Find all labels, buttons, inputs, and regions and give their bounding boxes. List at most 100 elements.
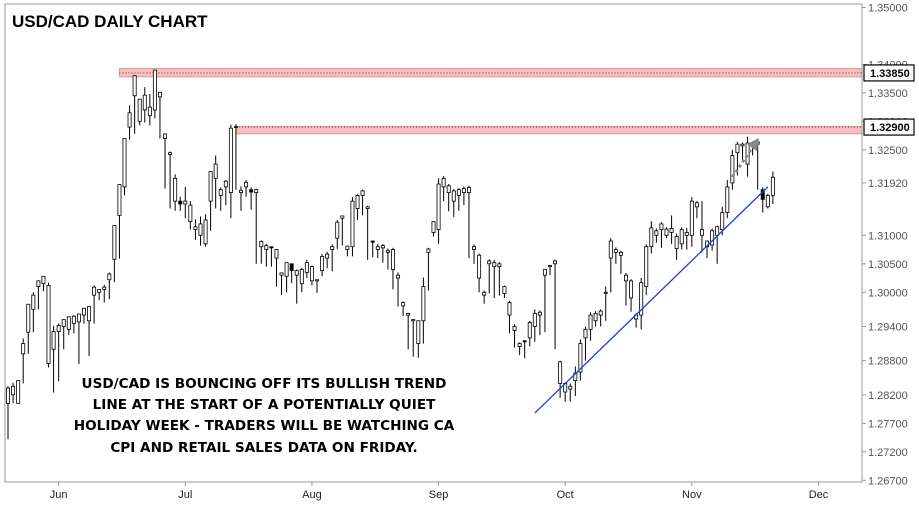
candle-body xyxy=(188,204,193,223)
candle xyxy=(320,254,325,277)
candle-body xyxy=(629,280,634,299)
candle-body xyxy=(461,188,466,193)
candle xyxy=(456,188,461,211)
candle xyxy=(446,184,451,212)
candle xyxy=(694,201,699,219)
annotation-line-2: LINE AT THE START OF A POTENTIALLY QUIET xyxy=(93,397,436,413)
candle-body xyxy=(340,215,345,219)
candle-body xyxy=(517,343,522,347)
candle-body xyxy=(765,195,770,208)
candle xyxy=(26,303,31,354)
candle-body xyxy=(36,280,41,287)
candle xyxy=(431,221,436,237)
candle xyxy=(624,272,628,306)
candle-body xyxy=(725,186,730,213)
candle xyxy=(477,253,482,293)
candle-body xyxy=(330,246,335,250)
candle xyxy=(578,339,583,381)
candle xyxy=(21,338,26,384)
candle xyxy=(502,285,507,298)
candle-body xyxy=(173,177,178,202)
candle xyxy=(654,228,659,243)
candle xyxy=(684,227,689,250)
candle xyxy=(249,187,254,210)
x-tick-label: Oct xyxy=(557,489,574,501)
candle xyxy=(239,186,243,211)
candle xyxy=(244,180,249,197)
candle-body xyxy=(239,189,243,193)
candle xyxy=(66,316,71,336)
candle-body xyxy=(233,126,238,128)
candle-body xyxy=(385,250,390,253)
candle-body xyxy=(132,75,137,97)
candle-body xyxy=(472,246,476,250)
chart-axes: 1.350001.340001.335001.330001.325001.319… xyxy=(4,2,915,501)
candle xyxy=(46,282,51,368)
candle-body xyxy=(284,262,289,277)
candle xyxy=(659,222,664,248)
candle-body xyxy=(345,245,350,250)
candle xyxy=(183,186,188,219)
candle xyxy=(360,189,365,216)
candle xyxy=(618,250,623,275)
candle xyxy=(117,184,122,259)
candle-body xyxy=(770,176,775,196)
candle xyxy=(36,280,41,310)
candle xyxy=(644,244,649,296)
candle xyxy=(461,186,466,206)
candle-body xyxy=(492,262,497,268)
candle-body xyxy=(537,311,542,316)
candle xyxy=(11,382,16,404)
candle xyxy=(669,215,674,244)
candle-body xyxy=(183,200,188,205)
candle-body xyxy=(193,226,198,231)
candle xyxy=(487,259,492,294)
annotation-line-1: USD/CAD IS BOUNCING OFF ITS BULLISH TREN… xyxy=(82,376,447,392)
candle-body xyxy=(375,246,380,250)
candle xyxy=(365,205,370,260)
bullish-trendline xyxy=(534,186,769,414)
candle xyxy=(370,240,375,257)
candle-body xyxy=(294,270,299,276)
candle-body xyxy=(147,106,152,117)
candle xyxy=(350,197,355,257)
candle-body xyxy=(406,312,411,316)
candle-body xyxy=(740,143,745,147)
candle-body xyxy=(264,245,269,250)
y-tick-label: 1.28200 xyxy=(868,390,908,402)
candle-body xyxy=(320,255,325,272)
candle-body xyxy=(553,260,558,265)
candle-body xyxy=(715,226,720,236)
candle xyxy=(649,221,654,254)
candle xyxy=(142,87,147,123)
candle xyxy=(284,262,289,293)
candle xyxy=(375,243,380,259)
candle-body xyxy=(304,262,309,273)
candle xyxy=(613,247,618,264)
candle xyxy=(152,69,157,119)
candle-body xyxy=(613,249,618,253)
candle-body xyxy=(426,248,431,253)
candle xyxy=(537,310,542,336)
candle-body xyxy=(92,286,97,296)
candle xyxy=(401,301,406,317)
candle-body xyxy=(436,183,441,231)
candle-body xyxy=(178,200,183,205)
level-label-1: 1.33850 xyxy=(870,68,910,80)
candle-body xyxy=(102,286,107,290)
candle-body xyxy=(669,228,674,233)
candle-body xyxy=(699,229,704,236)
candle xyxy=(198,216,203,246)
x-tick-label: Dec xyxy=(809,489,829,501)
candle-body xyxy=(664,228,669,236)
candle-body xyxy=(431,221,436,233)
candle-body xyxy=(107,273,112,281)
candle xyxy=(548,264,552,276)
candle-body xyxy=(710,230,715,246)
candle-body xyxy=(218,189,223,196)
candle xyxy=(137,98,142,126)
candle-body xyxy=(730,155,735,184)
candle xyxy=(497,262,502,296)
candle xyxy=(97,289,102,301)
candle xyxy=(699,201,704,253)
